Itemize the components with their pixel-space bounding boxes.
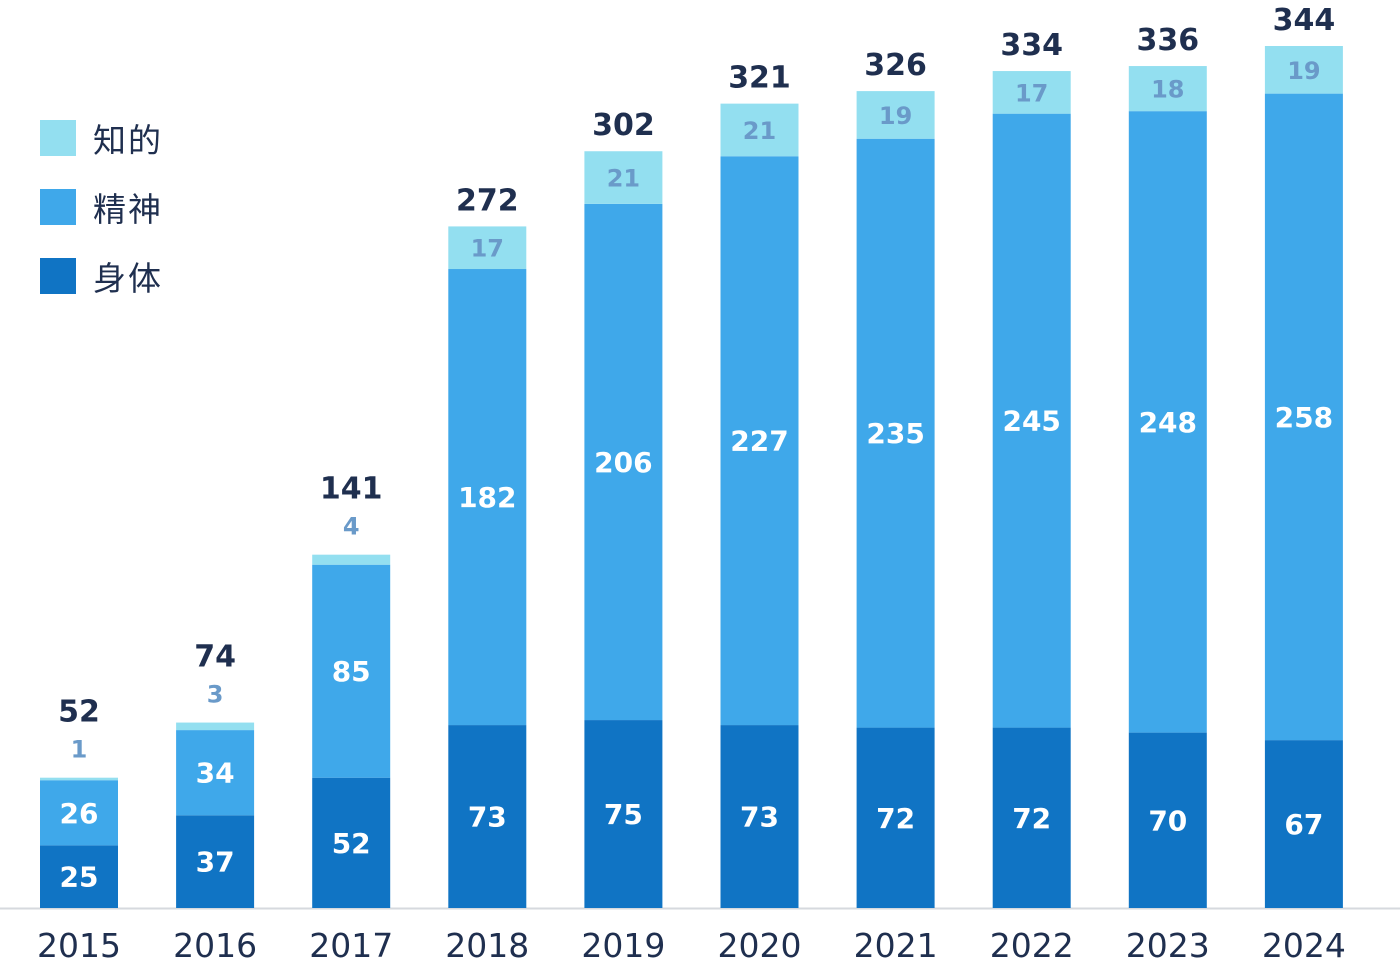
data-label-physical-2023: 70: [1148, 804, 1187, 837]
x-tick-label-2017: 2017: [309, 926, 393, 965]
x-tick-label-2024: 2024: [1262, 926, 1346, 965]
x-tick-label-2023: 2023: [1126, 926, 1210, 965]
legend-swatch-physical: [40, 258, 76, 294]
total-label-2015: 52: [58, 695, 100, 730]
legend: 知的 精神 身体: [40, 120, 163, 327]
data-label-intellectual-2019: 21: [607, 165, 640, 193]
bar-segment-intellectual-2021: [856, 91, 935, 139]
data-label-mental-2021: 235: [866, 417, 924, 450]
bar-segment-mental-2023: [1128, 111, 1207, 733]
data-label-mental-2018: 182: [458, 481, 516, 514]
data-label-mental-2020: 227: [730, 425, 788, 458]
bar-segment-intellectual-2024: [1264, 46, 1343, 94]
data-label-mental-2015: 26: [60, 797, 99, 830]
bar-segment-physical-2017: [312, 777, 391, 908]
bar-segment-mental-2015: [40, 780, 118, 846]
bar-segment-physical-2022: [992, 727, 1071, 908]
data-label-intellectual-2022: 17: [1015, 79, 1048, 107]
data-label-intellectual-2015: 1: [71, 736, 88, 764]
total-label-2023: 336: [1136, 23, 1199, 58]
data-label-mental-2023: 248: [1139, 406, 1197, 439]
bar-segment-mental-2016: [176, 730, 255, 816]
legend-item-intellectual: 知的: [40, 120, 163, 160]
bar-segment-physical-2019: [584, 720, 663, 908]
legend-label-mental: 精神: [93, 190, 163, 229]
data-label-intellectual-2023: 18: [1151, 76, 1184, 104]
bar-segment-physical-2015: [40, 845, 118, 908]
data-label-physical-2016: 37: [196, 846, 235, 879]
data-label-mental-2019: 206: [594, 446, 652, 479]
total-label-2016: 74: [194, 640, 236, 675]
bar-segment-mental-2020: [720, 156, 799, 726]
total-label-2020: 321: [728, 61, 791, 96]
x-tick-label-2020: 2020: [718, 926, 802, 965]
bar-segment-intellectual-2019: [584, 151, 663, 204]
bar-segment-mental-2017: [312, 564, 391, 778]
legend-item-mental: 精神: [40, 189, 163, 229]
data-label-physical-2022: 72: [1012, 802, 1051, 835]
data-label-physical-2020: 73: [740, 801, 779, 834]
legend-item-physical: 身体: [40, 258, 163, 298]
bar-segment-intellectual-2017: [312, 554, 391, 565]
x-tick-label-2018: 2018: [445, 926, 529, 965]
bar-segment-mental-2018: [448, 269, 527, 726]
data-label-intellectual-2020: 21: [743, 117, 776, 145]
bar-segment-physical-2016: [176, 815, 255, 908]
total-label-2019: 302: [592, 108, 655, 143]
total-label-2024: 344: [1273, 3, 1336, 38]
data-label-intellectual-2017: 4: [343, 513, 360, 541]
data-label-intellectual-2024: 19: [1287, 57, 1320, 85]
data-label-physical-2021: 72: [876, 802, 915, 835]
bar-segment-intellectual-2015: [40, 777, 118, 781]
bar-segment-physical-2018: [448, 725, 527, 908]
data-label-physical-2019: 75: [604, 798, 643, 831]
bar-segment-intellectual-2018: [448, 226, 527, 270]
x-tick-label-2021: 2021: [854, 926, 938, 965]
bar-segment-mental-2019: [584, 203, 663, 721]
bar-segment-physical-2020: [720, 725, 799, 908]
bar-segment-mental-2024: [1264, 93, 1343, 741]
bar-segment-mental-2021: [856, 138, 935, 728]
total-label-2017: 141: [320, 472, 383, 507]
data-label-intellectual-2018: 17: [471, 235, 504, 263]
x-tick-label-2019: 2019: [581, 926, 665, 965]
legend-label-physical: 身体: [93, 259, 163, 298]
data-label-physical-2017: 52: [332, 827, 371, 860]
bar-segment-physical-2024: [1264, 740, 1343, 908]
bar-segment-mental-2022: [992, 113, 1071, 728]
legend-label-intellectual: 知的: [93, 121, 163, 160]
data-label-intellectual-2021: 19: [879, 102, 912, 130]
bar-segment-physical-2021: [856, 727, 935, 908]
data-label-mental-2016: 34: [196, 757, 235, 790]
data-label-physical-2024: 67: [1284, 808, 1323, 841]
data-label-physical-2015: 25: [60, 861, 99, 894]
bar-segment-intellectual-2022: [992, 71, 1071, 114]
total-label-2022: 334: [1000, 28, 1063, 63]
x-tick-label-2016: 2016: [173, 926, 257, 965]
total-label-2021: 326: [864, 48, 927, 83]
data-label-mental-2024: 258: [1275, 401, 1333, 434]
data-label-mental-2022: 245: [1002, 405, 1060, 438]
bar-segment-intellectual-2020: [720, 103, 799, 157]
legend-swatch-mental: [40, 189, 76, 225]
bar-segment-physical-2023: [1128, 732, 1207, 908]
data-label-physical-2018: 73: [468, 801, 507, 834]
data-label-mental-2017: 85: [332, 655, 371, 688]
bar-segment-intellectual-2016: [176, 722, 255, 731]
legend-swatch-intellectual: [40, 120, 76, 156]
x-tick-label-2022: 2022: [990, 926, 1074, 965]
bar-segment-intellectual-2023: [1128, 66, 1207, 112]
total-label-2018: 272: [456, 183, 519, 218]
data-label-intellectual-2016: 3: [207, 681, 224, 709]
x-tick-label-2015: 2015: [37, 926, 121, 965]
